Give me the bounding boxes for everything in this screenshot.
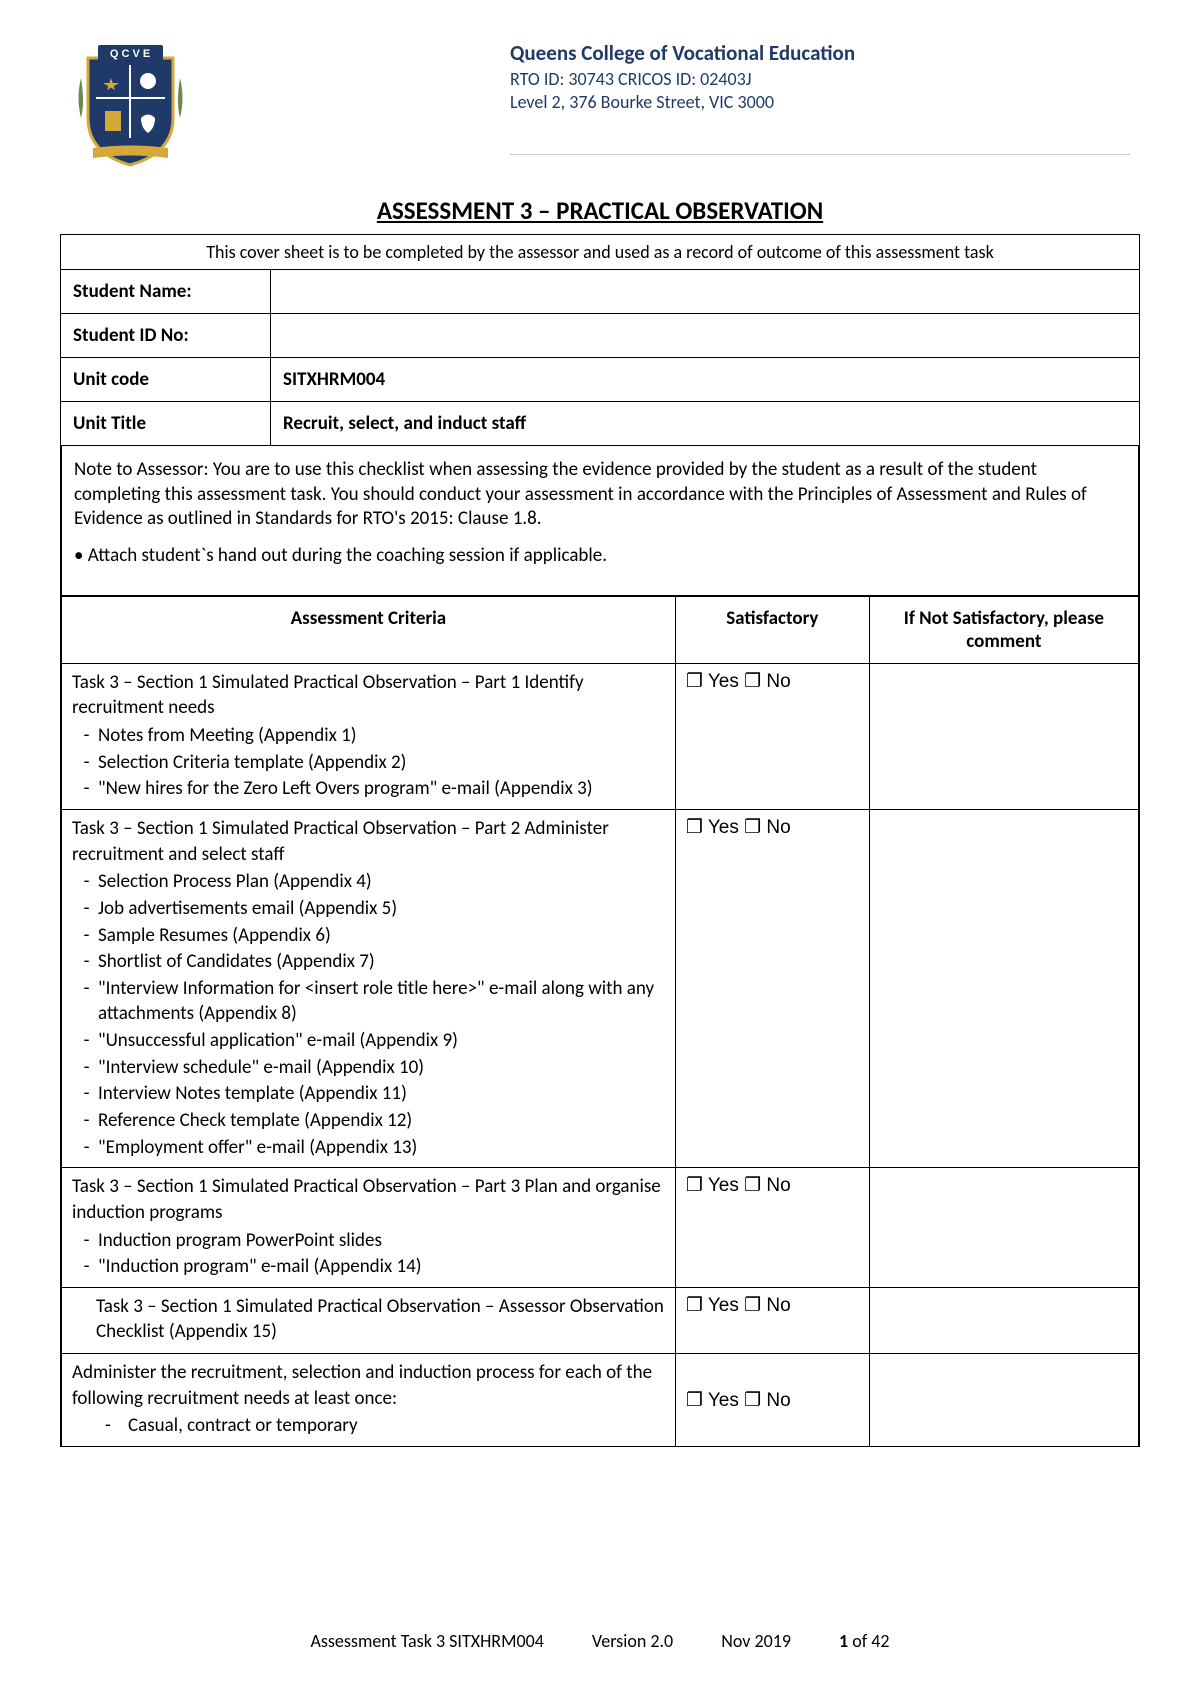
org-name: Queens College of Vocational Education bbox=[510, 40, 1130, 66]
bullet-item: "Interview schedule" e-mail (Appendix 10… bbox=[98, 1055, 665, 1081]
satisfactory-cell[interactable]: ❐ Yes ❐ No bbox=[675, 663, 869, 809]
task-title: Task 3 – Section 1 Simulated Practical O… bbox=[72, 670, 665, 721]
page-title: ASSESSMENT 3 – PRACTICAL OBSERVATION bbox=[60, 195, 1140, 226]
bullet-item: Induction program PowerPoint slides bbox=[98, 1228, 665, 1254]
bullet-item: Interview Notes template (Appendix 11) bbox=[98, 1081, 665, 1107]
bullet-item: "Unsuccessful application" e-mail (Appen… bbox=[98, 1028, 665, 1054]
bullet-item: Selection Process Plan (Appendix 4) bbox=[98, 869, 665, 895]
indent-list: Casual, contract or temporary bbox=[72, 1413, 665, 1439]
bullet-item: Sample Resumes (Appendix 6) bbox=[98, 923, 665, 949]
criteria-cell: Task 3 – Section 1 Simulated Practical O… bbox=[62, 809, 676, 1167]
satisfactory-cell[interactable]: ❐ Yes ❐ No bbox=[675, 1168, 869, 1288]
criteria-row: Administer the recruitment, selection an… bbox=[62, 1354, 1139, 1446]
bullet-item: Shortlist of Candidates (Appendix 7) bbox=[98, 949, 665, 975]
header-criteria: Assessment Criteria bbox=[62, 596, 676, 663]
satisfactory-cell[interactable]: ❐ Yes ❐ No bbox=[675, 1287, 869, 1353]
comment-cell[interactable] bbox=[869, 663, 1138, 809]
cover-note: This cover sheet is to be completed by t… bbox=[61, 235, 1140, 270]
task-title: Administer the recruitment, selection an… bbox=[72, 1360, 665, 1411]
criteria-row: Task 3 – Section 1 Simulated Practical O… bbox=[62, 1287, 1139, 1353]
row-student-id: Student ID No: bbox=[61, 314, 1140, 358]
student-id-label: Student ID No: bbox=[61, 314, 271, 358]
bullet-item: "Employment offer" e-mail (Appendix 13) bbox=[98, 1135, 665, 1161]
unit-title-value: Recruit, select, and induct staff bbox=[271, 402, 1140, 446]
criteria-cell: Task 3 – Section 1 Simulated Practical O… bbox=[62, 1168, 676, 1288]
student-name-label: Student Name: bbox=[61, 270, 271, 314]
unit-code-value: SITXHRM004 bbox=[271, 358, 1140, 402]
note-attach: • Attach student`s hand out during the c… bbox=[74, 544, 1126, 569]
satisfactory-cell[interactable]: ❐ Yes ❐ No bbox=[675, 809, 869, 1167]
bullet-item: Job advertisements email (Appendix 5) bbox=[98, 896, 665, 922]
bullet-list: Induction program PowerPoint slides "Ind… bbox=[72, 1228, 665, 1280]
bullet-item: "Interview Information for <insert role … bbox=[98, 976, 665, 1027]
logo-crest: Q C V E bbox=[70, 40, 190, 170]
comment-cell[interactable] bbox=[869, 809, 1138, 1167]
row-student-name: Student Name: bbox=[61, 270, 1140, 314]
criteria-cell: Administer the recruitment, selection an… bbox=[62, 1354, 676, 1446]
task-title: Task 3 – Section 1 Simulated Practical O… bbox=[96, 1294, 665, 1345]
criteria-cell: Task 3 – Section 1 Simulated Practical O… bbox=[62, 663, 676, 809]
comment-cell[interactable] bbox=[869, 1168, 1138, 1288]
header-satisfactory: Satisfactory bbox=[675, 596, 869, 663]
bullet-item: Reference Check template (Appendix 12) bbox=[98, 1108, 665, 1134]
footer-date: Nov 2019 bbox=[721, 1630, 791, 1652]
org-ids: RTO ID: 30743 CRICOS ID: 02403J bbox=[510, 68, 1130, 90]
bullet-list: Selection Process Plan (Appendix 4) Job … bbox=[72, 869, 665, 1160]
criteria-cell: Task 3 – Section 1 Simulated Practical O… bbox=[62, 1287, 676, 1353]
criteria-table: Assessment Criteria Satisfactory If Not … bbox=[61, 596, 1139, 1446]
header-comment: If Not Satisfactory, please comment bbox=[869, 596, 1138, 663]
criteria-row: Task 3 – Section 1 Simulated Practical O… bbox=[62, 1168, 1139, 1288]
student-name-value[interactable] bbox=[271, 270, 1140, 314]
org-address: Level 2, 376 Bourke Street, VIC 3000 bbox=[510, 91, 1130, 113]
bullet-item: "New hires for the Zero Left Overs progr… bbox=[98, 776, 665, 802]
unit-title-label: Unit Title bbox=[61, 402, 271, 446]
criteria-header-row: Assessment Criteria Satisfactory If Not … bbox=[62, 596, 1139, 663]
bullet-item: Notes from Meeting (Appendix 1) bbox=[98, 723, 665, 749]
task-title: Task 3 – Section 1 Simulated Practical O… bbox=[72, 816, 665, 867]
cover-sheet-table: This cover sheet is to be completed by t… bbox=[60, 234, 1140, 1447]
criteria-row: Task 3 – Section 1 Simulated Practical O… bbox=[62, 663, 1139, 809]
header-text: Queens College of Vocational Education R… bbox=[510, 40, 1130, 155]
note-assessor: Note to Assessor: You are to use this ch… bbox=[74, 458, 1126, 532]
footer-page: 1 of 42 bbox=[839, 1630, 890, 1652]
footer-version: Version 2.0 bbox=[592, 1630, 673, 1652]
note-block: Note to Assessor: You are to use this ch… bbox=[61, 446, 1139, 596]
bullet-item: Selection Criteria template (Appendix 2) bbox=[98, 750, 665, 776]
row-unit-code: Unit code SITXHRM004 bbox=[61, 358, 1140, 402]
unit-code-label: Unit code bbox=[61, 358, 271, 402]
comment-cell[interactable] bbox=[869, 1287, 1138, 1353]
row-unit-title: Unit Title Recruit, select, and induct s… bbox=[61, 402, 1140, 446]
criteria-row: Task 3 – Section 1 Simulated Practical O… bbox=[62, 809, 1139, 1167]
header: Q C V E Queens College of Vocational Edu… bbox=[60, 40, 1140, 170]
comment-cell[interactable] bbox=[869, 1354, 1138, 1446]
svg-text:Q C V E: Q C V E bbox=[109, 48, 149, 60]
satisfactory-cell[interactable]: ❐ Yes ❐ No bbox=[675, 1354, 869, 1446]
footer-task: Assessment Task 3 SITXHRM004 bbox=[310, 1630, 543, 1652]
bullet-item: Casual, contract or temporary bbox=[128, 1413, 665, 1439]
footer: Assessment Task 3 SITXHRM004 Version 2.0… bbox=[0, 1630, 1200, 1652]
page: Q C V E Queens College of Vocational Edu… bbox=[0, 0, 1200, 1697]
task-title: Task 3 – Section 1 Simulated Practical O… bbox=[72, 1174, 665, 1225]
student-id-value[interactable] bbox=[271, 314, 1140, 358]
crest-icon: Q C V E bbox=[73, 43, 188, 168]
bullet-list: Notes from Meeting (Appendix 1) Selectio… bbox=[72, 723, 665, 802]
bullet-item: "Induction program" e-mail (Appendix 14) bbox=[98, 1254, 665, 1280]
